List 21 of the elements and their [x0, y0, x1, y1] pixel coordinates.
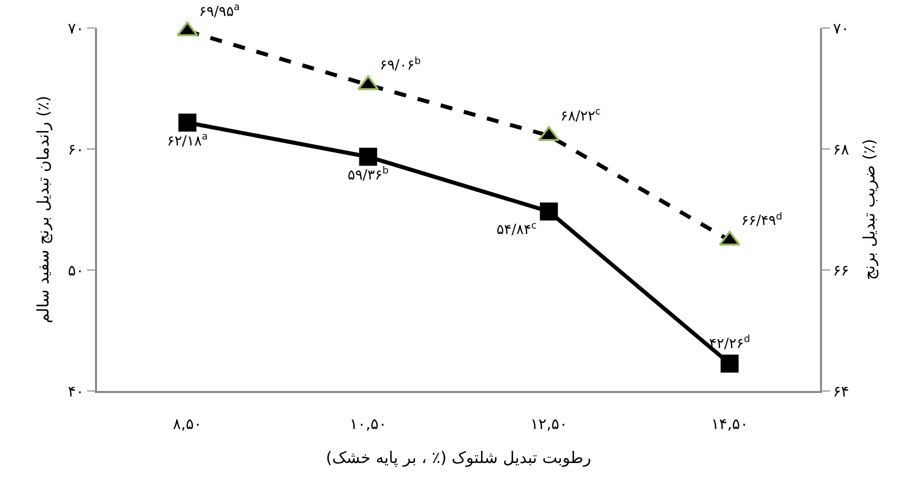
y2-tick-label: ۷۰	[833, 19, 850, 38]
y-tick-label: ۷۰	[68, 19, 84, 38]
y2-tick-label: ۶۶	[833, 261, 850, 280]
y-tick-label: ۵۰	[68, 261, 84, 280]
x-tick-label: ۱۴,۵۰	[711, 415, 748, 433]
point	[178, 114, 196, 132]
y-axis-title: راندمان تبدیل برنج سفید سالم (٪)	[33, 96, 52, 324]
point	[359, 148, 378, 166]
x-tick-label: ۸,۵۰	[172, 415, 202, 433]
y-tick-label: ۴۰	[68, 382, 84, 400]
point	[718, 230, 740, 246]
point	[540, 202, 558, 220]
x-tick-label: ۱۰,۵۰	[350, 415, 387, 433]
point	[357, 75, 379, 90]
point	[720, 354, 739, 373]
y2-axis-title: ضریب تبدیل برنج (٪)	[859, 138, 878, 280]
x-tick-label: ۱۲,۵۰	[530, 415, 568, 433]
y2-tick-label: ۶۴	[833, 382, 850, 400]
y-tick-label: ۶۰	[68, 140, 84, 158]
y2-tick-label: ۶۸	[833, 140, 850, 158]
x-axis-title: رطوبت تبدیل شلتوک (٪ ، بر پایه خشک)	[326, 448, 592, 468]
